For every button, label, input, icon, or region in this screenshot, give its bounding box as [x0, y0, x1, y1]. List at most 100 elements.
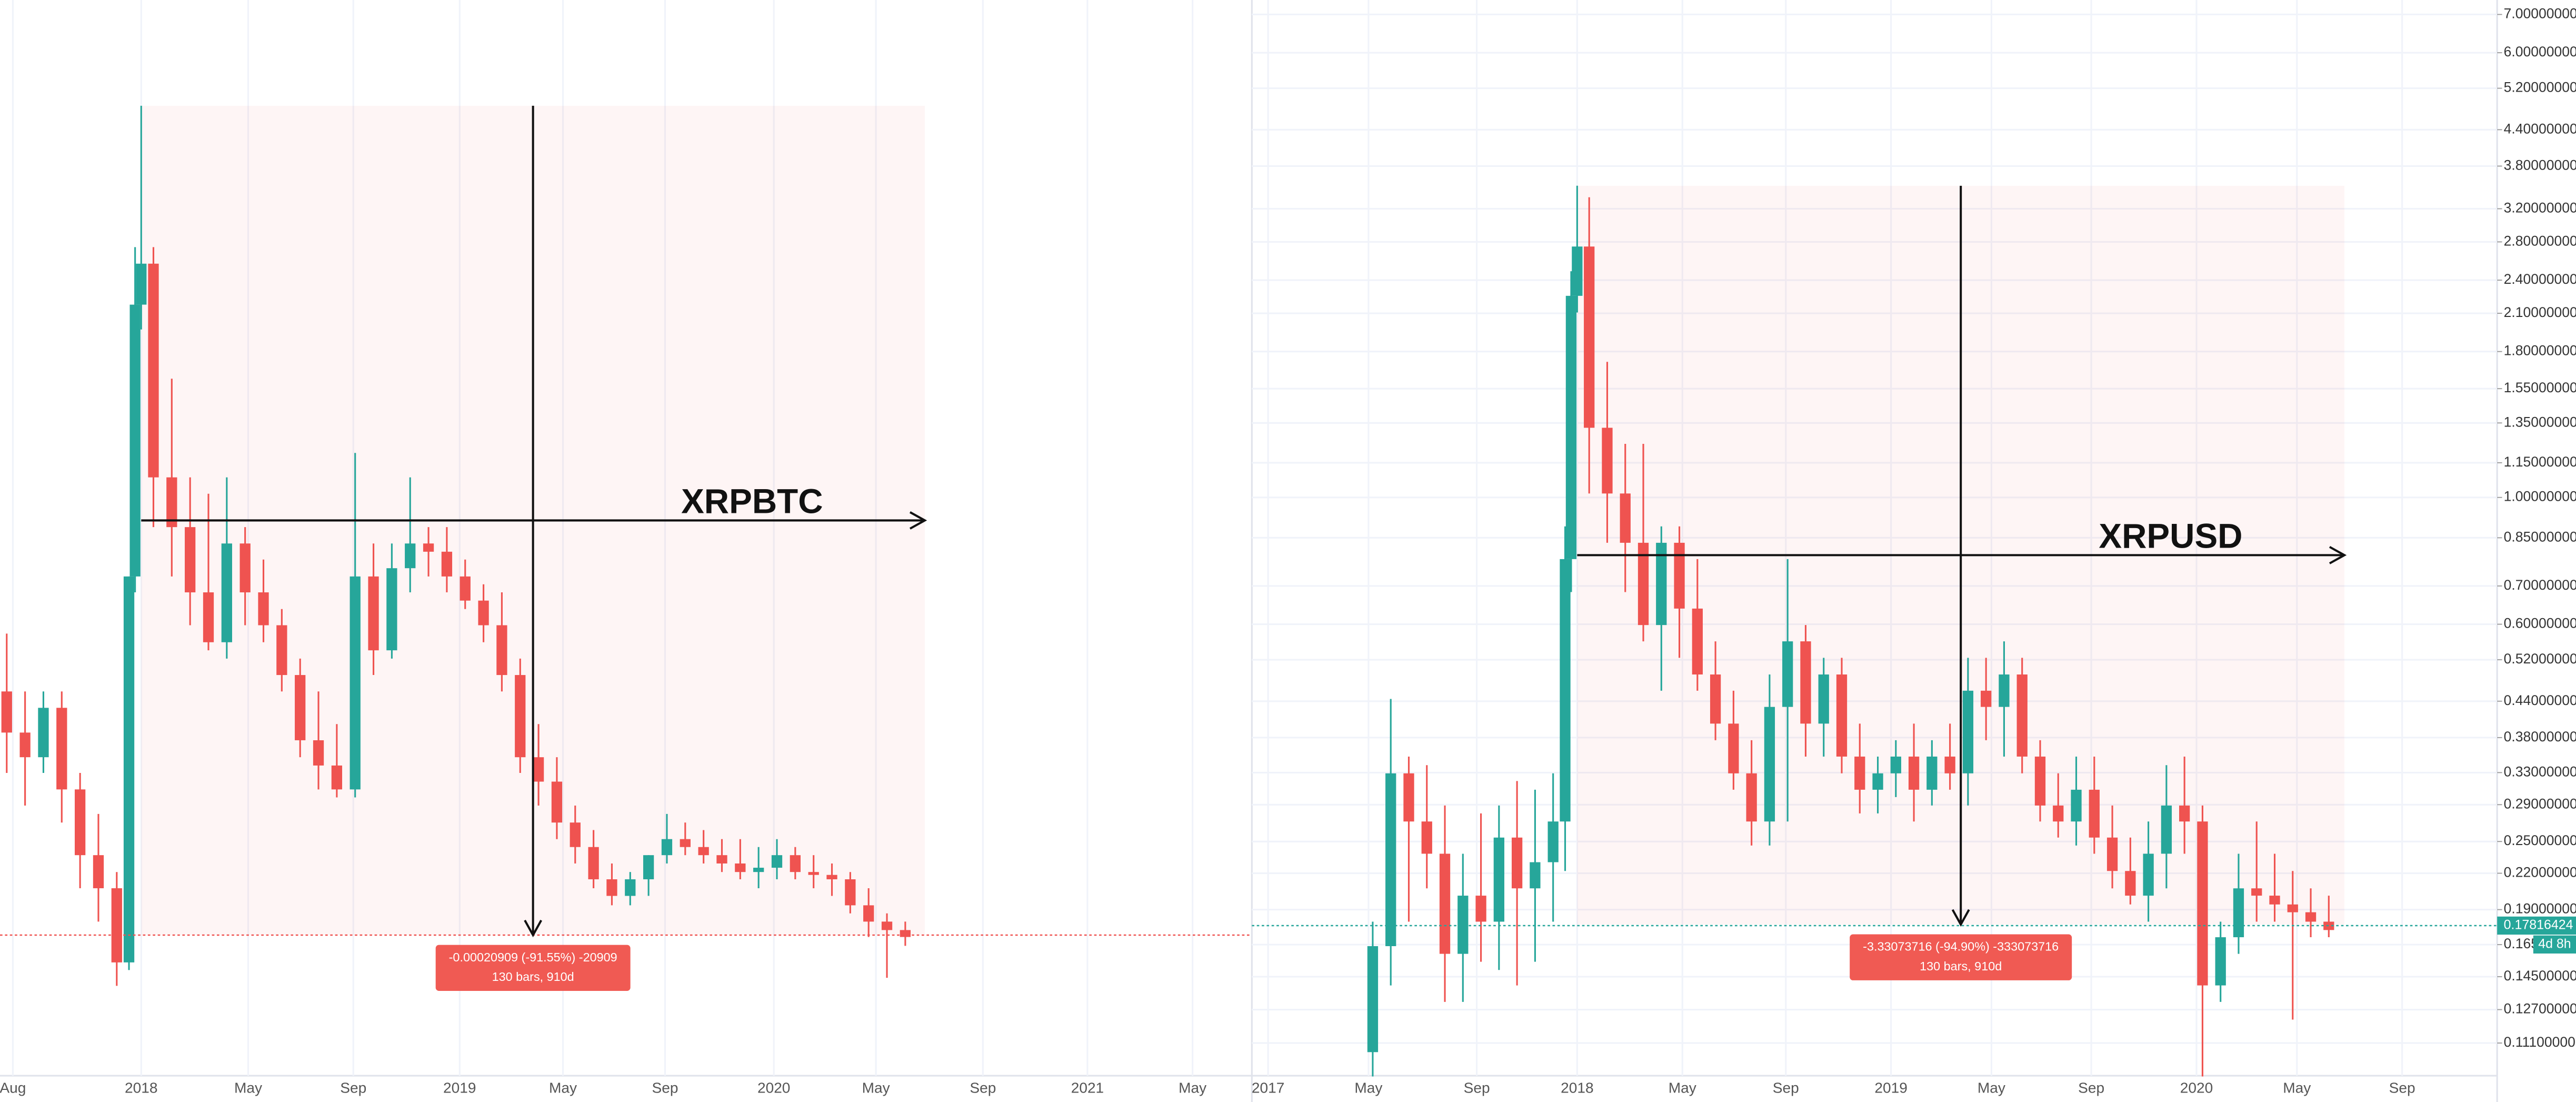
candle-body: [166, 477, 177, 528]
candle-body: [1620, 493, 1631, 543]
x-tick-label: 2020: [2180, 1079, 2213, 1096]
candle-body: [2161, 805, 2172, 854]
candle-body: [606, 879, 617, 896]
candle-body: [2269, 896, 2280, 905]
candle-body: [2143, 853, 2154, 896]
candle-body: [661, 839, 673, 856]
candle-body: [496, 625, 507, 676]
candle-body: [1572, 246, 1583, 296]
candle-body: [295, 675, 306, 740]
x-tick-label: Sep: [2389, 1079, 2415, 1096]
candle-body: [423, 543, 434, 552]
x-tick-label: May: [234, 1079, 262, 1096]
candle-body: [74, 789, 86, 856]
candle-body: [460, 576, 471, 601]
y-tick-label: 0.22000000: [2504, 865, 2576, 880]
candle-body: [900, 930, 911, 937]
annotation: XRPBTC: [681, 482, 823, 521]
arrow-head: [909, 511, 927, 530]
x-tick-label: Sep: [652, 1079, 678, 1096]
y-tick-label: 3.80000000: [2504, 157, 2576, 173]
candle-body: [441, 551, 453, 577]
arrow-head: [524, 919, 543, 938]
y-tick-label: 3.20000000: [2504, 200, 2576, 215]
last-price-badge: [2497, 916, 2576, 935]
arrow-head: [2329, 546, 2347, 564]
y-tick-label: 0.33000000: [2504, 763, 2576, 779]
measure-label: -0.00020909 (-91.55%) -20909: [449, 950, 617, 964]
candle-body: [386, 568, 397, 651]
candle-body: [1692, 608, 1703, 675]
y-tick-label: 0.60000000: [2504, 615, 2576, 631]
candle-body: [533, 757, 544, 782]
measure-label-box: [1850, 934, 2072, 980]
candle-body: [680, 839, 691, 847]
candle-body: [1836, 674, 1848, 757]
candle-body: [1764, 707, 1775, 822]
y-tick-label: 1.35000000: [2504, 414, 2576, 430]
x-tick-label: 2020: [757, 1079, 790, 1096]
candle-body: [1602, 428, 1613, 494]
candle-body: [753, 868, 764, 872]
candle-body: [1493, 837, 1504, 922]
candle-body: [368, 576, 379, 651]
y-tick-label: 0.85000000: [2504, 529, 2576, 544]
candle-body: [148, 263, 159, 478]
candle-body: [239, 543, 251, 593]
x-tick-label: May: [1978, 1079, 2005, 1096]
candle-body: [1584, 246, 1595, 428]
measure-label-box: [435, 945, 631, 991]
candle-body: [2071, 789, 2082, 822]
candle-body: [1908, 756, 1920, 790]
candle-body: [1782, 641, 1793, 707]
candle-body: [1565, 295, 1577, 559]
candle-body: [2179, 805, 2190, 822]
y-tick-label: 4.40000000: [2504, 121, 2576, 136]
y-tick-label: 0.44000000: [2504, 692, 2576, 708]
candle-body: [845, 879, 856, 906]
candle-body: [2016, 674, 2028, 757]
candle-body: [790, 855, 801, 872]
y-tick-label: 0.14500000: [2504, 968, 2576, 984]
y-tick-label: 1.00000000: [2504, 489, 2576, 504]
candle-body: [808, 872, 819, 875]
x-tick-label: May: [1669, 1079, 1696, 1096]
candle-body: [258, 592, 269, 626]
candle-body: [1, 691, 12, 733]
candle-body: [881, 921, 893, 930]
candle-body: [1439, 853, 1451, 954]
candle-body: [771, 855, 783, 868]
candle-body: [111, 888, 122, 962]
x-tick-label: Aug: [0, 1079, 26, 1096]
candle-body: [1403, 773, 1414, 822]
candle-body: [123, 576, 135, 962]
candle-body: [1999, 674, 2010, 707]
y-tick-label: 5.20000000: [2504, 80, 2576, 95]
candle-body: [38, 708, 49, 758]
candle-body: [331, 765, 343, 790]
candle-body: [1926, 756, 1938, 790]
x-tick-label: Sep: [2078, 1079, 2104, 1096]
candle-body: [2233, 888, 2244, 938]
candle-body: [1656, 542, 1667, 626]
x-tick-label: May: [1354, 1079, 1382, 1096]
candle-body: [515, 675, 526, 758]
x-tick-label: Sep: [970, 1079, 996, 1096]
candle-body: [551, 781, 563, 823]
y-tick-label: 0.70000000: [2504, 577, 2576, 593]
x-tick-label: 2017: [1252, 1079, 1284, 1096]
measure-label: 130 bars, 910d: [1920, 959, 2002, 973]
x-tick-label: May: [862, 1079, 890, 1096]
candle-body: [56, 708, 67, 790]
candle-body: [735, 863, 746, 872]
last-price-label: 0.17816424: [2504, 918, 2573, 932]
candle-body: [1981, 690, 1992, 707]
y-tick-label: 6.00000000: [2504, 44, 2576, 59]
candle-body: [2106, 837, 2118, 871]
candle-body: [1872, 773, 1883, 790]
candle-body: [1746, 773, 1757, 822]
y-tick-label: 7.00000000: [2504, 5, 2576, 21]
candle-body: [1547, 821, 1559, 862]
